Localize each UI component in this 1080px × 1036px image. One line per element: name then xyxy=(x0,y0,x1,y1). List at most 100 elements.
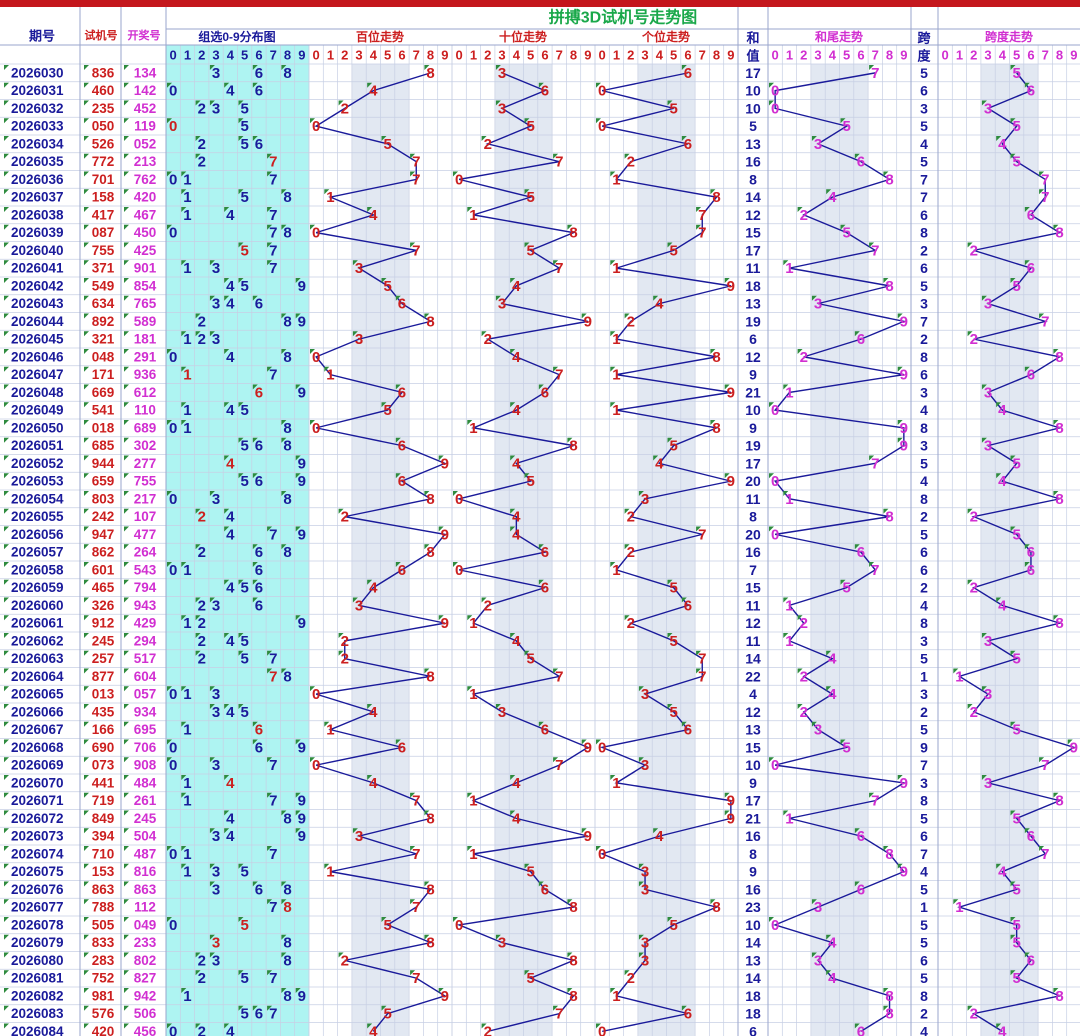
hit-corner-mark xyxy=(238,136,244,141)
distribution-digit: 7 xyxy=(269,846,277,863)
distribution-digit: 4 xyxy=(226,509,235,526)
hit-corner-mark xyxy=(281,934,287,940)
sum-tail-value: 7 xyxy=(871,562,879,579)
hit-corner-mark xyxy=(424,934,430,940)
distribution-digit: 4 xyxy=(226,775,235,792)
hit-corner-mark xyxy=(238,970,244,976)
hit-corner-mark xyxy=(124,82,129,88)
hit-corner-mark xyxy=(667,100,673,106)
units-value: 0 xyxy=(598,1023,606,1036)
hit-corner-mark xyxy=(167,171,172,177)
sum-cell: 16 xyxy=(745,828,761,844)
span-cell: 5 xyxy=(920,917,928,933)
hit-corner-mark xyxy=(238,100,244,106)
draw-number-cell: 467 xyxy=(134,207,157,222)
hit-corner-mark xyxy=(267,224,273,230)
distribution-digit: 0 xyxy=(169,846,177,863)
distribution-digit: 7 xyxy=(269,668,277,685)
span-trend-value: 3 xyxy=(984,296,992,313)
draw-number-cell: 589 xyxy=(134,314,157,329)
units-value: 1 xyxy=(612,260,620,277)
hit-corner-mark xyxy=(653,828,659,834)
hit-corner-mark xyxy=(124,597,129,603)
hit-corner-mark xyxy=(310,349,315,354)
test-no-header: 试机号 xyxy=(85,28,118,42)
span-cell: 8 xyxy=(920,615,928,631)
distribution-digit: 9 xyxy=(298,739,306,756)
hit-corner-mark xyxy=(681,1005,687,1011)
tens-value: 3 xyxy=(498,100,506,117)
span-cell: 5 xyxy=(920,651,928,667)
sum-tail-value: 9 xyxy=(900,367,908,384)
distribution-digit: 7 xyxy=(269,154,277,171)
digit-label-4: 4 xyxy=(829,48,837,63)
span-trend-value: 7 xyxy=(1041,757,1049,774)
hit-corner-mark xyxy=(124,366,129,372)
units-value: 2 xyxy=(627,154,635,171)
hit-corner-mark xyxy=(4,207,9,212)
hundreds-value: 2 xyxy=(341,651,349,668)
hit-corner-mark xyxy=(510,810,516,816)
distribution-digit: 0 xyxy=(169,1023,177,1036)
hit-corner-mark xyxy=(124,118,129,124)
span-trend-value: 5 xyxy=(1012,154,1020,171)
distribution-digit: 0 xyxy=(169,349,177,366)
hit-corner-mark xyxy=(209,65,215,70)
test-number-cell: 441 xyxy=(92,775,115,790)
span-trend-value: 3 xyxy=(984,100,992,117)
test-number-cell: 877 xyxy=(92,669,115,684)
units-value: 7 xyxy=(698,207,706,224)
tens-value: 4 xyxy=(512,633,521,650)
span-cell: 8 xyxy=(920,225,928,241)
hit-corner-mark xyxy=(84,1005,89,1011)
hit-corner-mark xyxy=(4,420,9,425)
test-number-cell: 394 xyxy=(92,829,115,844)
hit-corner-mark xyxy=(4,100,9,106)
hit-corner-mark xyxy=(124,934,129,940)
period-cell: 2026038 xyxy=(11,207,64,222)
hit-corner-mark xyxy=(4,704,9,709)
hit-corner-mark xyxy=(953,899,959,905)
hit-corner-mark xyxy=(124,153,129,159)
hit-corner-mark xyxy=(653,455,659,461)
hit-corner-mark xyxy=(553,668,559,674)
hit-corner-mark xyxy=(1024,562,1030,567)
distribution-digit: 6 xyxy=(255,83,263,100)
test-number-cell: 465 xyxy=(92,580,115,595)
hundreds-value: 1 xyxy=(326,367,334,384)
sum-tail-value: 9 xyxy=(900,313,908,330)
hit-corner-mark xyxy=(811,295,817,301)
hit-corner-mark xyxy=(252,881,258,887)
hit-corner-mark xyxy=(84,668,89,674)
digit-label-0: 0 xyxy=(942,48,949,63)
test-number-cell: 171 xyxy=(92,367,115,382)
span-trend-value: 7 xyxy=(1041,846,1049,863)
draw-number-cell: 517 xyxy=(134,651,157,666)
period-cell: 2026076 xyxy=(11,882,64,897)
hit-corner-mark xyxy=(84,810,89,816)
hit-corner-mark xyxy=(724,473,730,479)
sum-cell: 12 xyxy=(745,615,761,631)
distribution-digit: 1 xyxy=(183,207,191,224)
period-cell: 2026068 xyxy=(11,740,64,755)
hit-corner-mark xyxy=(826,650,832,656)
hit-corner-mark xyxy=(724,384,730,390)
digit-label-5: 5 xyxy=(527,48,534,63)
tens-value: 3 xyxy=(498,65,506,82)
hit-corner-mark xyxy=(124,278,129,283)
hit-corner-mark xyxy=(124,491,129,496)
distribution-digit: 0 xyxy=(169,491,177,508)
sum-cell: 19 xyxy=(745,313,761,329)
hit-corner-mark xyxy=(424,313,430,319)
hundreds-value: 7 xyxy=(412,242,420,259)
hit-corner-mark xyxy=(4,189,9,195)
hit-corner-mark xyxy=(467,207,473,212)
distribution-digit: 2 xyxy=(198,651,206,668)
distribution-digit: 8 xyxy=(283,313,291,330)
span-trend-value: 2 xyxy=(970,331,978,348)
units-line xyxy=(599,72,732,1033)
sum-tail-value: 7 xyxy=(871,455,879,472)
hit-corner-mark xyxy=(267,260,273,266)
hit-corner-mark xyxy=(538,721,544,727)
sum-cell: 23 xyxy=(745,899,761,915)
